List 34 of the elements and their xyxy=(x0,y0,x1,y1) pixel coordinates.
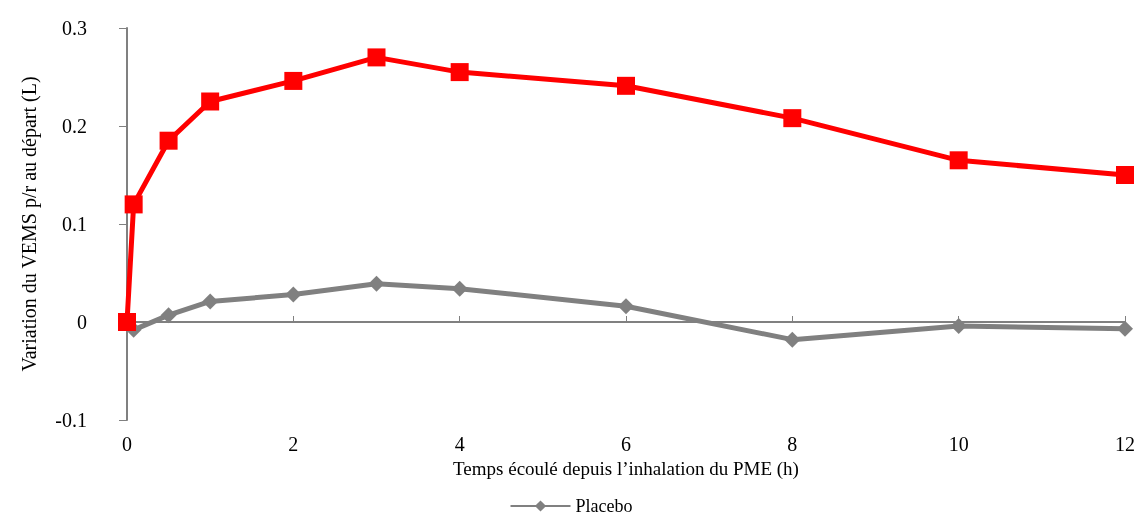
point xyxy=(618,298,634,315)
point xyxy=(285,286,302,303)
point xyxy=(368,275,385,292)
point xyxy=(450,63,469,82)
x-tick-label: 6 xyxy=(621,433,631,455)
point xyxy=(783,109,802,128)
y-axis-title: Variation du VEMS p/r au départ (L) xyxy=(18,76,41,372)
x-tick-label: 8 xyxy=(787,433,798,455)
point xyxy=(1117,320,1133,337)
point xyxy=(124,195,143,214)
x-tick-label: 10 xyxy=(948,433,969,455)
point xyxy=(451,280,468,297)
y-tick-label: -0.1 xyxy=(55,409,87,431)
x-tick-label: 2 xyxy=(288,433,299,455)
y-tick-label: 0 xyxy=(77,311,87,333)
y-tick-label: 0.3 xyxy=(62,17,87,39)
y-tick-label: 0.1 xyxy=(62,213,87,235)
x-tick-label: 4 xyxy=(454,433,465,455)
point xyxy=(202,293,219,310)
point xyxy=(160,307,177,324)
point xyxy=(949,151,968,170)
x-axis-title: Temps écoulé depuis l’inhalation du PME (h) xyxy=(453,457,799,480)
x-tick-label: 12 xyxy=(1115,433,1135,455)
point xyxy=(1116,166,1134,184)
point xyxy=(784,331,801,348)
point xyxy=(159,131,178,150)
point xyxy=(950,317,967,334)
point xyxy=(367,48,386,67)
point xyxy=(284,71,303,90)
y-tick-label: 0.2 xyxy=(62,115,87,137)
point xyxy=(617,76,635,95)
point xyxy=(201,92,220,111)
legend-label: Placebo xyxy=(575,496,633,516)
x-tick-label: 0 xyxy=(122,433,132,455)
